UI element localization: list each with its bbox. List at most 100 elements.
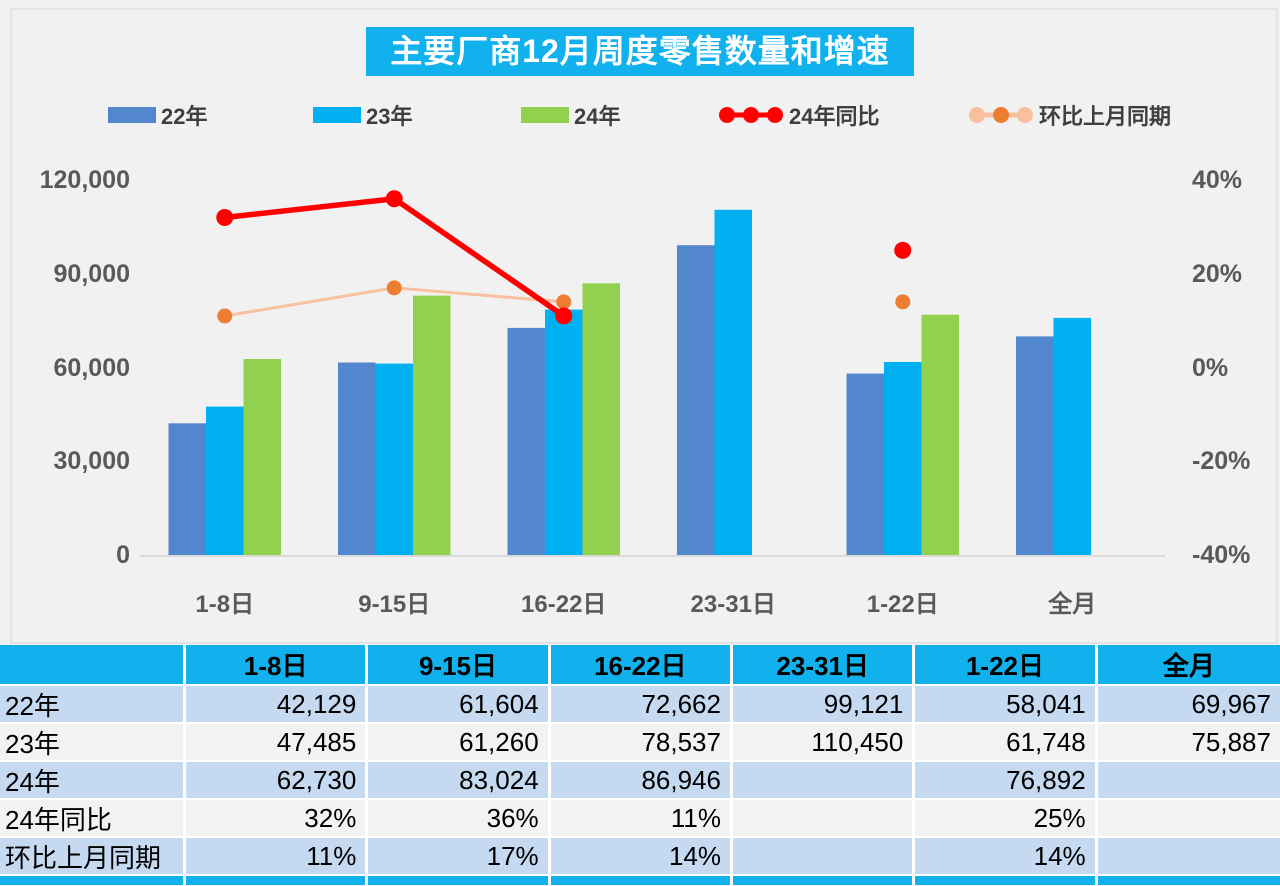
x-axis-label-23-31日: 23-31日 [690, 591, 776, 618]
bar-22年-23-31日 [677, 245, 715, 555]
table-cell: 83,024 [368, 760, 551, 798]
data-table: 1-8日 9-15日 16-22日 23-31日 1-22日 全月 22年 42,129 61,… [0, 645, 1280, 886]
marker-24年同比-1-22日 [894, 241, 912, 259]
table-bottom-strip [915, 874, 1098, 885]
y-axis-tick-left: 120,000 [39, 166, 130, 194]
legend-swatch-icon [313, 107, 361, 123]
bar-23年-1-22日 [884, 362, 922, 555]
legend-item-环比上月同期: 环比上月同期 [968, 101, 1171, 129]
bar-23年-23-31日 [714, 209, 752, 556]
bar-22年-全月 [1016, 336, 1054, 555]
bar-23年-全月 [1053, 317, 1091, 555]
legend-swatch-icon [521, 107, 569, 123]
bar-22年-16-22日 [507, 327, 545, 555]
table-row-label: 23年 [0, 722, 186, 760]
table-cell [1097, 836, 1280, 874]
table-header-cell: 全月 [1097, 645, 1280, 684]
table-cell: 99,121 [732, 684, 916, 722]
table-cell: 76,892 [915, 760, 1098, 798]
table-cell [732, 836, 916, 874]
marker-环比上月同期-1-8日 [217, 308, 233, 324]
bar-22年-9-15日 [338, 362, 376, 555]
table-header-cell: 9-15日 [368, 645, 551, 684]
table-cell: 32% [186, 798, 369, 836]
table-cell: 86,946 [550, 760, 733, 798]
table-cell [1097, 760, 1280, 798]
legend-line-marker-icon [719, 107, 783, 123]
table-cell: 47,485 [186, 722, 369, 760]
chart-title-wrap: 主要厂商12月周度零售数量和增速 [0, 27, 1280, 76]
table-header-cell [0, 645, 186, 684]
chart-legend: 22年 23年 24年 24年同比 环比上月同期 [0, 101, 1280, 129]
bar-22年-1-22日 [846, 373, 884, 555]
chart-title: 主要厂商12月周度零售数量和增速 [366, 27, 914, 76]
chart-panel-border [10, 8, 1278, 644]
table-cell: 17% [368, 836, 551, 874]
table-cell: 61,260 [368, 722, 551, 760]
y-axis-tick-right: -20% [1192, 447, 1251, 476]
table-cell: 25% [915, 798, 1098, 836]
table-cell: 42,129 [186, 684, 369, 722]
y-axis-tick-left: 0 [116, 541, 130, 569]
y-axis-tick-left: 90,000 [53, 259, 130, 288]
bar-23年-9-15日 [375, 363, 413, 555]
legend-item-24年: 24年 [521, 101, 620, 129]
marker-24年同比-9-15日 [385, 190, 403, 208]
table-cell: 75,887 [1097, 722, 1280, 760]
bar-23年-16-22日 [545, 309, 583, 555]
table-cell: 110,450 [732, 722, 916, 760]
table-cell: 36% [368, 798, 551, 836]
table-header-cell: 1-8日 [186, 645, 369, 684]
x-axis-label-1-22日: 1-22日 [866, 591, 939, 618]
bar-24年-1-22日 [921, 314, 959, 555]
legend-label: 22年 [161, 104, 208, 129]
bar-24年-1-8日 [243, 359, 281, 555]
line-segment-环比上月同期 [224, 286, 395, 318]
table-cell [732, 798, 916, 836]
legend-label: 23年 [366, 104, 413, 129]
x-axis-label-9-15日: 9-15日 [358, 591, 431, 618]
x-axis-label-16-22日: 16-22日 [521, 591, 607, 618]
table-cell: 14% [915, 836, 1098, 874]
y-axis-tick-left: 30,000 [53, 447, 130, 476]
legend-label: 24年同比 [789, 104, 880, 129]
table-header-cell: 23-31日 [732, 645, 916, 684]
table-row-label: 24年同比 [0, 798, 186, 836]
line-segment-24年同比 [224, 196, 395, 221]
table-bottom-strip [732, 874, 916, 885]
table-bottom-strip [186, 874, 369, 885]
marker-环比上月同期-1-22日 [895, 294, 911, 310]
table-cell [732, 760, 916, 798]
table-cell: 62,730 [186, 760, 369, 798]
marker-环比上月同期-16-22日 [556, 294, 572, 310]
legend-item-23年: 23年 [313, 101, 412, 129]
table-cell: 61,748 [915, 722, 1098, 760]
table-cell: 69,967 [1097, 684, 1280, 722]
marker-环比上月同期-9-15日 [386, 280, 402, 296]
table-bottom-strip [1097, 874, 1280, 885]
line-segment-24年同比 [392, 196, 566, 319]
table-header-cell: 16-22日 [550, 645, 733, 684]
y-axis-tick-right: 20% [1192, 259, 1243, 288]
table-cell: 58,041 [915, 684, 1098, 722]
bar-22年-1-8日 [168, 423, 206, 555]
legend-item-24年同比: 24年同比 [718, 101, 879, 129]
y-axis-tick-right: 40% [1192, 166, 1243, 194]
legend-swatch-icon [108, 107, 156, 123]
bar-24年-9-15日 [413, 295, 451, 555]
table-header-cell: 1-22日 [915, 645, 1098, 684]
legend-label: 24年 [574, 104, 621, 129]
table-row-label: 24年 [0, 760, 186, 798]
y-axis-tick-right: -40% [1192, 541, 1251, 569]
legend-line-marker-icon [969, 107, 1033, 123]
table-cell: 11% [186, 836, 369, 874]
legend-label: 环比上月同期 [1039, 104, 1172, 129]
legend-item-22年: 22年 [108, 101, 207, 129]
bar-23年-1-8日 [206, 406, 244, 555]
combo-chart-plot [140, 190, 1165, 557]
marker-24年同比-16-22日 [555, 307, 573, 325]
table-cell: 78,537 [550, 722, 733, 760]
marker-24年同比-1-8日 [216, 209, 234, 226]
table-bottom-strip [368, 874, 551, 885]
x-axis-label-1-8日: 1-8日 [195, 591, 255, 618]
